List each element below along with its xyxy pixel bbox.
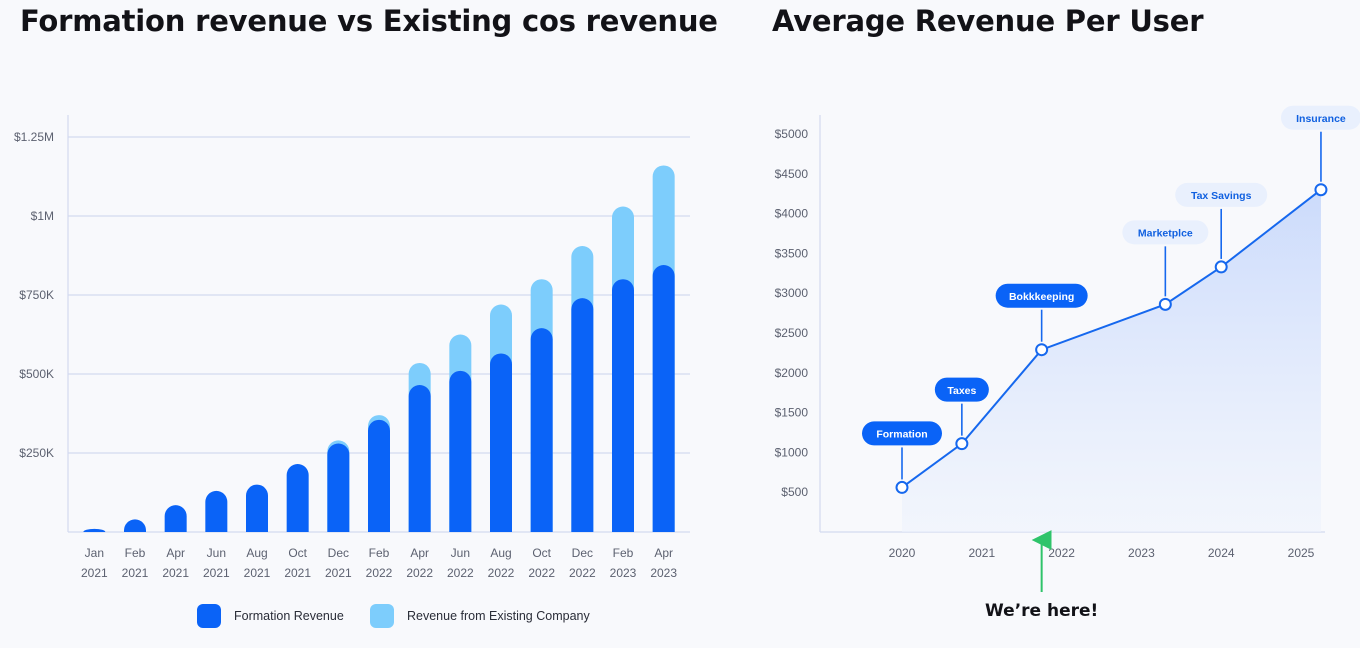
arpu-point [1214, 260, 1228, 274]
milestone-label: Marketplce [1138, 228, 1193, 240]
milestone-label: Tax Savings [1191, 190, 1252, 202]
bar-formation [530, 328, 553, 532]
bar-x-tick-year: 2022 [488, 566, 515, 580]
milestone-label: Taxes [947, 385, 976, 397]
line-x-tick-label: 2025 [1288, 546, 1315, 560]
line-y-tick-label: $2500 [775, 326, 809, 340]
arpu-area [902, 189, 1321, 532]
line-chart-title: Average Revenue Per User [772, 4, 1204, 38]
bar-x-tick-month: Jun [207, 546, 226, 560]
here-label: We’re here! [985, 601, 1098, 621]
bar-chart-title: Formation revenue vs Existing cos revenu… [20, 4, 718, 38]
arpu-point [895, 480, 909, 494]
milestone-label: Insurance [1296, 113, 1346, 125]
line-y-tick-label: $1500 [775, 406, 809, 420]
bar-x-tick-year: 2021 [162, 566, 189, 580]
bar-x-tick-year: 2022 [447, 566, 474, 580]
bar-x-tick-year: 2023 [610, 566, 637, 580]
bar-formation [286, 464, 309, 532]
bar-y-tick-label: $500K [19, 367, 54, 381]
line-y-tick-label: $500 [781, 485, 808, 499]
line-y-tick-label: $2000 [775, 366, 809, 380]
bar-x-tick-year: 2021 [284, 566, 311, 580]
bar-formation [368, 419, 390, 532]
line-x-tick-label: 2024 [1208, 546, 1235, 560]
arpu-point [1035, 343, 1049, 357]
bar-x-tick-month: Oct [288, 546, 307, 560]
bar-formation [408, 385, 431, 532]
milestone-pill [1122, 220, 1209, 245]
milestone-pill [1175, 182, 1268, 207]
bar-x-tick-year: 2022 [406, 566, 433, 580]
line-y-tick-label: $5000 [775, 127, 809, 141]
bar-formation [490, 353, 512, 532]
bar-x-tick-month: Apr [166, 546, 185, 560]
bar-x-tick-month: Jan [85, 546, 104, 560]
line-y-tick-label: $3000 [775, 286, 809, 300]
bar-formation [449, 370, 472, 532]
milestone-pill [862, 421, 942, 446]
line-x-tick-label: 2023 [1128, 546, 1155, 560]
line-chart: $500 $1000 $1500 $2000 $2500 $3000 $3500 $4000 $… [775, 105, 1360, 621]
bar-formation [652, 264, 675, 532]
line-x-tick-label: 2021 [968, 546, 995, 560]
bar-x-tick-month: Feb [125, 546, 146, 560]
legend-label-formation: Formation Revenue [234, 609, 344, 623]
bar-x-tick-month: Jun [451, 546, 470, 560]
bar-x-tick-month: Feb [369, 546, 390, 560]
legend-label-existing: Revenue from Existing Company [407, 609, 590, 623]
bar-x-tick-month: Apr [654, 546, 673, 560]
bar-formation [327, 443, 350, 532]
milestone-pill [995, 283, 1088, 308]
bar-x-tick-month: Dec [328, 546, 349, 560]
legend-swatch-existing [370, 604, 394, 628]
bar-x-tick-month: Apr [410, 546, 429, 560]
bar-x-tick-year: 2021 [81, 566, 108, 580]
bar-x-tick-year: 2021 [244, 566, 271, 580]
line-y-tick-label: $1000 [775, 445, 809, 459]
bar-x-tick-year: 2022 [528, 566, 555, 580]
arpu-point [955, 437, 969, 451]
bar-x-tick-month: Dec [572, 546, 593, 560]
bar-x-tick-month: Oct [532, 546, 551, 560]
bar-formation [246, 484, 268, 532]
arpu-line [901, 188, 1322, 489]
bar-formation [124, 519, 146, 532]
bar-y-tick-label: $1M [31, 209, 54, 223]
bar-x-tick-year: 2021 [203, 566, 230, 580]
bar-formation [83, 528, 106, 532]
milestone-pill [934, 377, 989, 402]
bar-x-tick-year: 2023 [650, 566, 677, 580]
bar-formation [205, 490, 228, 532]
bar-formation [612, 279, 634, 532]
bar-x-tick-month: Aug [246, 546, 267, 560]
arpu-point [1314, 183, 1328, 197]
bar-x-tick-year: 2021 [122, 566, 149, 580]
bar-x-tick-month: Aug [490, 546, 511, 560]
legend-swatch-formation [197, 604, 221, 628]
bar-x-tick-year: 2022 [366, 566, 393, 580]
bar-y-tick-label: $250K [19, 446, 54, 460]
bar-formation [164, 505, 187, 532]
bar-x-tick-year: 2021 [325, 566, 352, 580]
bar-y-tick-label: $750K [19, 288, 54, 302]
bar-formation [571, 298, 594, 532]
line-y-tick-label: $4000 [775, 207, 809, 221]
bar-y-tick-label: $1.25M [14, 130, 54, 144]
line-x-tick-label: 2020 [889, 546, 916, 560]
line-y-tick-label: $4500 [775, 167, 809, 181]
milestone-label: Formation [876, 429, 927, 441]
line-y-tick-label: $3500 [775, 246, 809, 260]
arpu-point [1158, 297, 1172, 311]
milestone-pill [1280, 105, 1360, 130]
milestone-label: Bokkkeeping [1009, 291, 1074, 303]
line-x-tick-label: 2022 [1048, 546, 1075, 560]
bar-x-tick-year: 2022 [569, 566, 596, 580]
bar-x-tick-month: Feb [613, 546, 634, 560]
bar-legend: Formation Revenue Revenue from Existing C… [197, 604, 590, 628]
bar-chart: $250K $500K $750K $1M $1.25M Jan 2021 Feb 2021 Ap… [14, 115, 690, 628]
